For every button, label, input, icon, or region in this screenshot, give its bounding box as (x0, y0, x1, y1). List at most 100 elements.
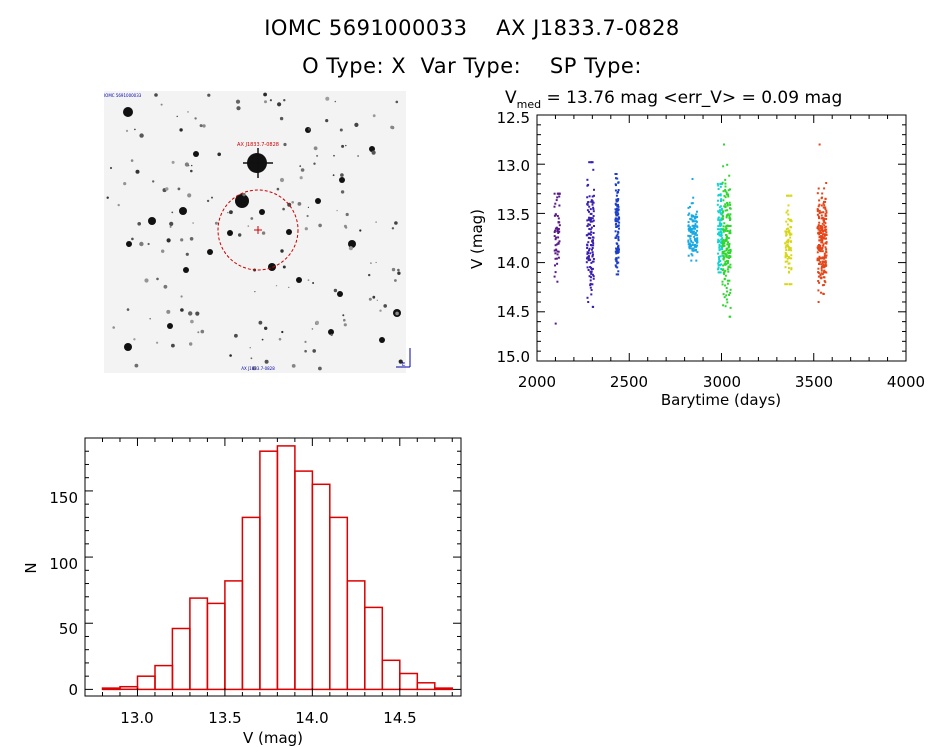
star (206, 199, 210, 203)
light-curve-point (717, 233, 719, 236)
light-curve-point (691, 244, 694, 246)
star (282, 207, 285, 211)
light-curve-point (688, 229, 691, 232)
light-curve-point (592, 253, 594, 256)
light-curve-point (722, 199, 725, 202)
light-curve-point (591, 247, 594, 249)
light-curve-point (787, 227, 789, 230)
light-curve-point (790, 257, 793, 260)
histogram-y-axis-label: N (22, 562, 40, 573)
star (279, 116, 284, 121)
star (397, 271, 401, 275)
light-curve-point (592, 232, 595, 234)
light-curve-point (587, 236, 590, 239)
light-curve-point (729, 248, 732, 251)
light-curve-point (819, 227, 822, 230)
light-curve-point (690, 228, 692, 230)
star (390, 125, 394, 129)
star (183, 267, 189, 273)
light-curve-point (722, 293, 725, 296)
light-curve-point (615, 177, 617, 180)
light-curve-point (729, 219, 731, 221)
star (299, 176, 303, 180)
star (261, 231, 266, 235)
light-curve-point (695, 213, 698, 216)
light-curve-point (819, 225, 822, 227)
lc-xtick-label: 2500 (610, 373, 648, 391)
light-curve-point (817, 228, 820, 230)
light-curve-point (822, 284, 825, 286)
light-curve-point (616, 220, 619, 223)
star (277, 102, 282, 107)
light-curve-point (586, 266, 589, 269)
light-curve-point (725, 298, 728, 301)
light-curve-point (726, 209, 729, 212)
light-curve-point (726, 301, 729, 304)
star (344, 226, 348, 229)
star (311, 328, 314, 330)
histogram-bar (416, 682, 436, 691)
light-curve-point (617, 273, 620, 276)
light-curve-point (614, 218, 617, 221)
light-curve-point (825, 242, 828, 245)
star (300, 168, 305, 172)
light-curve-point (717, 216, 720, 219)
light-curve-point (591, 240, 594, 243)
light-curve-point (790, 267, 793, 270)
star (278, 337, 282, 341)
light-curve-point (589, 220, 592, 223)
light-curve-point (817, 301, 820, 303)
target-error-circle (217, 189, 299, 271)
light-curve-point (688, 212, 691, 215)
light-curve-point (553, 275, 556, 278)
light-curve-point (728, 244, 731, 247)
hist-xtick-label: 13.0 (120, 709, 153, 727)
light-curve-point (558, 221, 561, 224)
star (259, 209, 265, 215)
light-curve-point (729, 203, 732, 206)
light-curve-point (587, 241, 590, 244)
light-curve-point (718, 264, 721, 266)
light-curve-point (717, 261, 720, 263)
light-curve-point (554, 249, 557, 252)
star (109, 166, 113, 170)
lc-xtick-label: 2000 (518, 373, 556, 391)
light-curve-point (726, 235, 728, 238)
light-curve-point (729, 263, 732, 266)
light-curve-point (790, 233, 793, 236)
light-curve-point (616, 207, 618, 210)
light-curve-point (717, 268, 719, 271)
light-curve-point (726, 279, 729, 282)
light-curve-point (819, 244, 822, 247)
star (276, 187, 280, 191)
light-curve-point (817, 231, 820, 234)
light-curve-point (787, 194, 790, 197)
light-curve-point (729, 266, 732, 269)
light-curve-point (558, 192, 561, 195)
light-curve-point (554, 229, 557, 232)
light-curve-point (823, 226, 826, 229)
light-curve-point (722, 228, 725, 231)
star (165, 187, 169, 191)
star (368, 273, 371, 277)
light-curve-point (818, 199, 821, 202)
light-curve-point (820, 217, 823, 220)
light-curve-point (818, 263, 820, 265)
star (187, 111, 189, 113)
star (372, 114, 376, 118)
title-rest: = 13.76 mag <err_V> = 0.09 mag (541, 88, 842, 108)
star (379, 337, 385, 343)
light-curve-point (725, 287, 728, 289)
star (180, 295, 183, 298)
light-curve-point (724, 178, 727, 181)
light-curve-point (820, 247, 823, 250)
histogram-bar (434, 687, 454, 691)
light-curve-point (717, 225, 720, 228)
star (242, 192, 246, 197)
light-curve-point (725, 193, 728, 196)
light-curve-point (787, 241, 790, 244)
light-curve-point (720, 207, 723, 210)
light-curve-point (817, 215, 820, 218)
light-curve-point (787, 267, 790, 269)
